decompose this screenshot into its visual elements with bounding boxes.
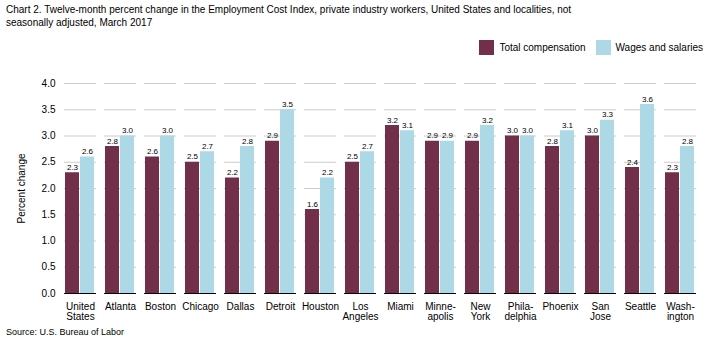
svg-text:0.5: 0.5 bbox=[42, 261, 56, 272]
svg-text:Boston: Boston bbox=[145, 301, 176, 312]
svg-text:3.0: 3.0 bbox=[162, 126, 174, 135]
svg-text:Miami: Miami bbox=[387, 301, 414, 312]
svg-text:2.2: 2.2 bbox=[227, 168, 239, 177]
svg-text:3.1: 3.1 bbox=[402, 121, 414, 130]
svg-text:2.8: 2.8 bbox=[242, 137, 254, 146]
html-text:Source: U.S. Bureau of Labor: Source: U.S. Bureau of Labor bbox=[6, 327, 125, 337]
svg-text:3.1: 3.1 bbox=[562, 121, 574, 130]
html-text:Wages and salaries: Wages and salaries bbox=[615, 42, 703, 53]
svg-text:SanJose: SanJose bbox=[590, 301, 612, 322]
svg-text:3.5: 3.5 bbox=[42, 104, 56, 115]
svg-text:3.2: 3.2 bbox=[482, 116, 494, 125]
svg-text:2.7: 2.7 bbox=[362, 142, 374, 151]
svg-text:2.9: 2.9 bbox=[267, 131, 279, 140]
svg-text:1.0: 1.0 bbox=[42, 235, 56, 246]
svg-text:2.4: 2.4 bbox=[627, 158, 639, 167]
svg-text:Detroit: Detroit bbox=[266, 301, 296, 312]
svg-text:3.0: 3.0 bbox=[587, 126, 599, 135]
svg-text:Seattle: Seattle bbox=[625, 301, 657, 312]
svg-text:3.2: 3.2 bbox=[387, 116, 399, 125]
svg-text:3.6: 3.6 bbox=[642, 95, 654, 104]
svg-text:Chicago: Chicago bbox=[182, 301, 219, 312]
svg-text:2.3: 2.3 bbox=[67, 163, 79, 172]
svg-text:2.0: 2.0 bbox=[42, 183, 56, 194]
svg-text:3.0: 3.0 bbox=[522, 126, 534, 135]
svg-text:3.3: 3.3 bbox=[602, 110, 614, 119]
svg-text:2.8: 2.8 bbox=[547, 137, 559, 146]
svg-text:2.5: 2.5 bbox=[187, 152, 199, 161]
svg-text:2.9: 2.9 bbox=[467, 131, 479, 140]
svg-text:0.0: 0.0 bbox=[42, 288, 56, 299]
svg-text:2.3: 2.3 bbox=[667, 163, 679, 172]
svg-text:Dallas: Dallas bbox=[227, 301, 255, 312]
svg-text:2.8: 2.8 bbox=[107, 137, 119, 146]
svg-text:1.5: 1.5 bbox=[42, 209, 56, 220]
html-text:Total compensation: Total compensation bbox=[499, 42, 586, 53]
svg-text:4.0: 4.0 bbox=[42, 78, 56, 89]
svg-text:Wash-ington: Wash-ington bbox=[666, 301, 695, 322]
svg-text:3.5: 3.5 bbox=[282, 100, 294, 109]
svg-text:NewYork: NewYork bbox=[470, 301, 491, 322]
svg-text:3.0: 3.0 bbox=[122, 126, 134, 135]
svg-text:1.6: 1.6 bbox=[307, 200, 319, 209]
svg-text:Houston: Houston bbox=[302, 301, 339, 312]
svg-text:Minne-apolis: Minne-apolis bbox=[425, 301, 456, 322]
svg-text:2.6: 2.6 bbox=[82, 147, 94, 156]
svg-text:3.0: 3.0 bbox=[42, 130, 56, 141]
svg-text:LosAngeles: LosAngeles bbox=[342, 301, 378, 322]
svg-text:Percent change: Percent change bbox=[16, 153, 27, 223]
svg-text:Atlanta: Atlanta bbox=[105, 301, 137, 312]
svg-text:3.0: 3.0 bbox=[507, 126, 519, 135]
html-text:Chart 2. Twelve-month percent: Chart 2. Twelve-month percent change in … bbox=[6, 4, 572, 28]
svg-text:UnitedStates: UnitedStates bbox=[66, 301, 95, 322]
svg-text:2.6: 2.6 bbox=[147, 147, 159, 156]
svg-text:2.9: 2.9 bbox=[427, 131, 439, 140]
svg-text:2.5: 2.5 bbox=[347, 152, 359, 161]
svg-text:2.8: 2.8 bbox=[682, 137, 694, 146]
svg-text:Phila-delphia: Phila-delphia bbox=[504, 301, 537, 322]
svg-text:2.7: 2.7 bbox=[202, 142, 214, 151]
svg-text:Phoenix: Phoenix bbox=[542, 301, 578, 312]
svg-text:2.2: 2.2 bbox=[322, 168, 334, 177]
svg-text:2.5: 2.5 bbox=[42, 156, 56, 167]
svg-text:2.9: 2.9 bbox=[442, 131, 454, 140]
